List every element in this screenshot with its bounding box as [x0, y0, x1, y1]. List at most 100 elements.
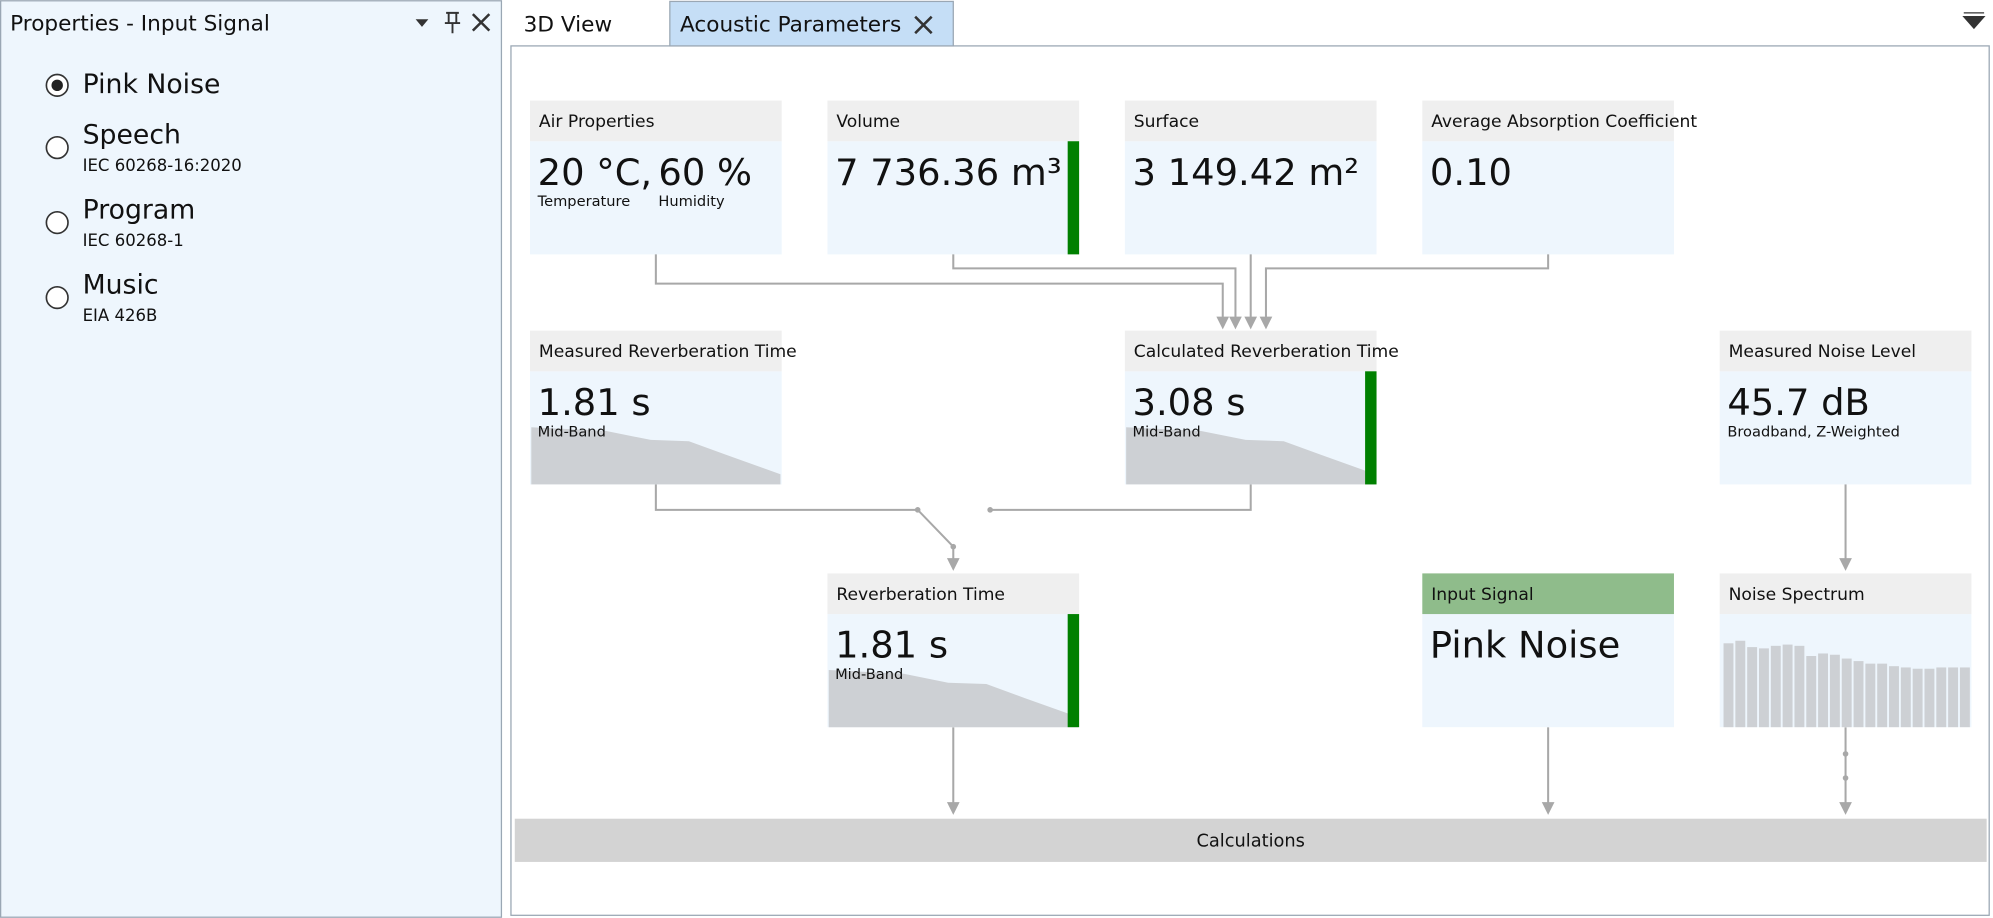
status-bar — [1067, 141, 1080, 255]
node-value: 60 % — [658, 151, 752, 194]
panel-menu-button[interactable] — [415, 19, 429, 27]
node-value: 45.7 dB — [1727, 381, 1869, 424]
pin-button[interactable] — [444, 11, 461, 34]
node-title: Air Properties — [539, 112, 655, 132]
arrow-head — [1839, 802, 1852, 815]
spectrum-bar — [1759, 648, 1769, 728]
option-label[interactable]: Pink Noise — [83, 69, 221, 100]
arrow-head — [946, 802, 960, 815]
option-detail: EIA 426B — [83, 306, 158, 325]
arrow-head — [1216, 316, 1230, 330]
node-header — [530, 100, 782, 142]
node-body — [827, 141, 1080, 255]
decay-curve — [828, 669, 1078, 728]
spectrum-bar — [1889, 666, 1899, 728]
node-title: Input Signal — [1431, 585, 1533, 605]
connector — [1264, 253, 1550, 318]
radio-dot — [51, 79, 63, 92]
node-header — [827, 100, 1080, 142]
node-header — [530, 330, 782, 372]
spectrum-bar — [1723, 643, 1734, 728]
spectrum-bar — [1936, 667, 1947, 728]
node-body — [530, 141, 782, 255]
status-bar — [1365, 371, 1377, 485]
active-tab[interactable] — [669, 0, 954, 47]
spectrum-bar — [1829, 654, 1840, 728]
spectrum-bar — [1794, 645, 1805, 728]
node-title: Reverberation Time — [836, 585, 1005, 605]
node-value: 20 °C, — [538, 151, 653, 194]
node-value: 7 736.36 m³ — [835, 151, 1062, 194]
node-value: 0.10 — [1430, 151, 1512, 194]
spectrum-bar — [1948, 667, 1959, 728]
arrow-head — [1839, 558, 1852, 571]
node-caption: Mid-Band — [835, 666, 903, 683]
tab-label[interactable]: Acoustic Parameters — [680, 13, 901, 38]
node-title: Measured Reverberation Time — [539, 342, 797, 362]
node-body — [1422, 614, 1674, 728]
node-value: 3 149.42 m² — [1133, 151, 1360, 194]
node-body — [1124, 141, 1377, 255]
spectrum-bar — [1747, 647, 1758, 728]
option-detail: IEC 60268-16:2020 — [83, 156, 242, 175]
node-header — [1719, 573, 1972, 615]
connector — [952, 253, 1237, 318]
properties-panel — [0, 0, 503, 918]
tab-label[interactable]: 3D View — [524, 13, 612, 38]
radio-button[interactable] — [45, 285, 69, 310]
node-caption: Broadband, Z-Weighted — [1727, 423, 1900, 440]
node-header — [1124, 330, 1377, 372]
spectrum-bar — [1853, 661, 1864, 728]
radio-button[interactable] — [45, 135, 69, 160]
spectrum-bar — [1959, 667, 1970, 728]
decay-curve — [1126, 427, 1376, 485]
spectrum-bar — [1924, 668, 1935, 728]
option-label[interactable]: Program — [83, 195, 196, 226]
node-caption: Humidity — [658, 193, 725, 210]
node-caption: Temperature — [537, 193, 631, 210]
tab-list-button[interactable] — [1962, 12, 1986, 30]
node-caption: Mid-Band — [1133, 423, 1201, 440]
node-body — [1422, 141, 1674, 255]
spectrum-bar — [1818, 653, 1829, 728]
radio-button[interactable] — [45, 210, 69, 235]
option-label[interactable]: Speech — [83, 120, 181, 151]
connector — [654, 253, 1224, 318]
junction — [1842, 751, 1849, 757]
node-header — [1422, 573, 1674, 615]
close-tab-button[interactable] — [914, 15, 933, 35]
calculations-bar — [514, 818, 1987, 862]
arrow-head — [1541, 802, 1555, 815]
spectrum-bar — [1841, 658, 1852, 728]
junction — [1842, 775, 1849, 781]
status-bar — [1067, 614, 1080, 728]
node-body — [1719, 371, 1972, 485]
spectrum-bar — [1912, 668, 1923, 728]
node-title: Measured Noise Level — [1729, 342, 1916, 362]
arrow-head — [946, 558, 960, 571]
spectrum-bar — [1806, 656, 1817, 728]
spectrum-bar — [1865, 663, 1876, 728]
spectrum-bar — [1770, 645, 1781, 728]
decay-curve — [531, 427, 781, 485]
node-title: Calculated Reverberation Time — [1134, 342, 1399, 362]
junction — [950, 543, 957, 550]
option-label[interactable]: Music — [83, 270, 159, 301]
spectrum-bar — [1782, 644, 1793, 728]
arrow-head — [1244, 316, 1258, 330]
arrow-head — [1229, 316, 1242, 330]
spectrum-bar — [1877, 663, 1888, 728]
calculations-label: Calculations — [1196, 831, 1304, 852]
connector — [990, 483, 1252, 511]
node-title: Surface — [1134, 112, 1199, 132]
node-value: 1.81 s — [538, 381, 651, 424]
junction — [987, 507, 993, 513]
panel-title: Properties - Input Signal — [10, 11, 270, 36]
node-title: Noise Spectrum — [1729, 585, 1865, 605]
node-value: 1.81 s — [835, 624, 948, 667]
close-panel-button[interactable] — [471, 13, 491, 32]
junction — [914, 507, 921, 513]
node-header — [1719, 330, 1972, 372]
